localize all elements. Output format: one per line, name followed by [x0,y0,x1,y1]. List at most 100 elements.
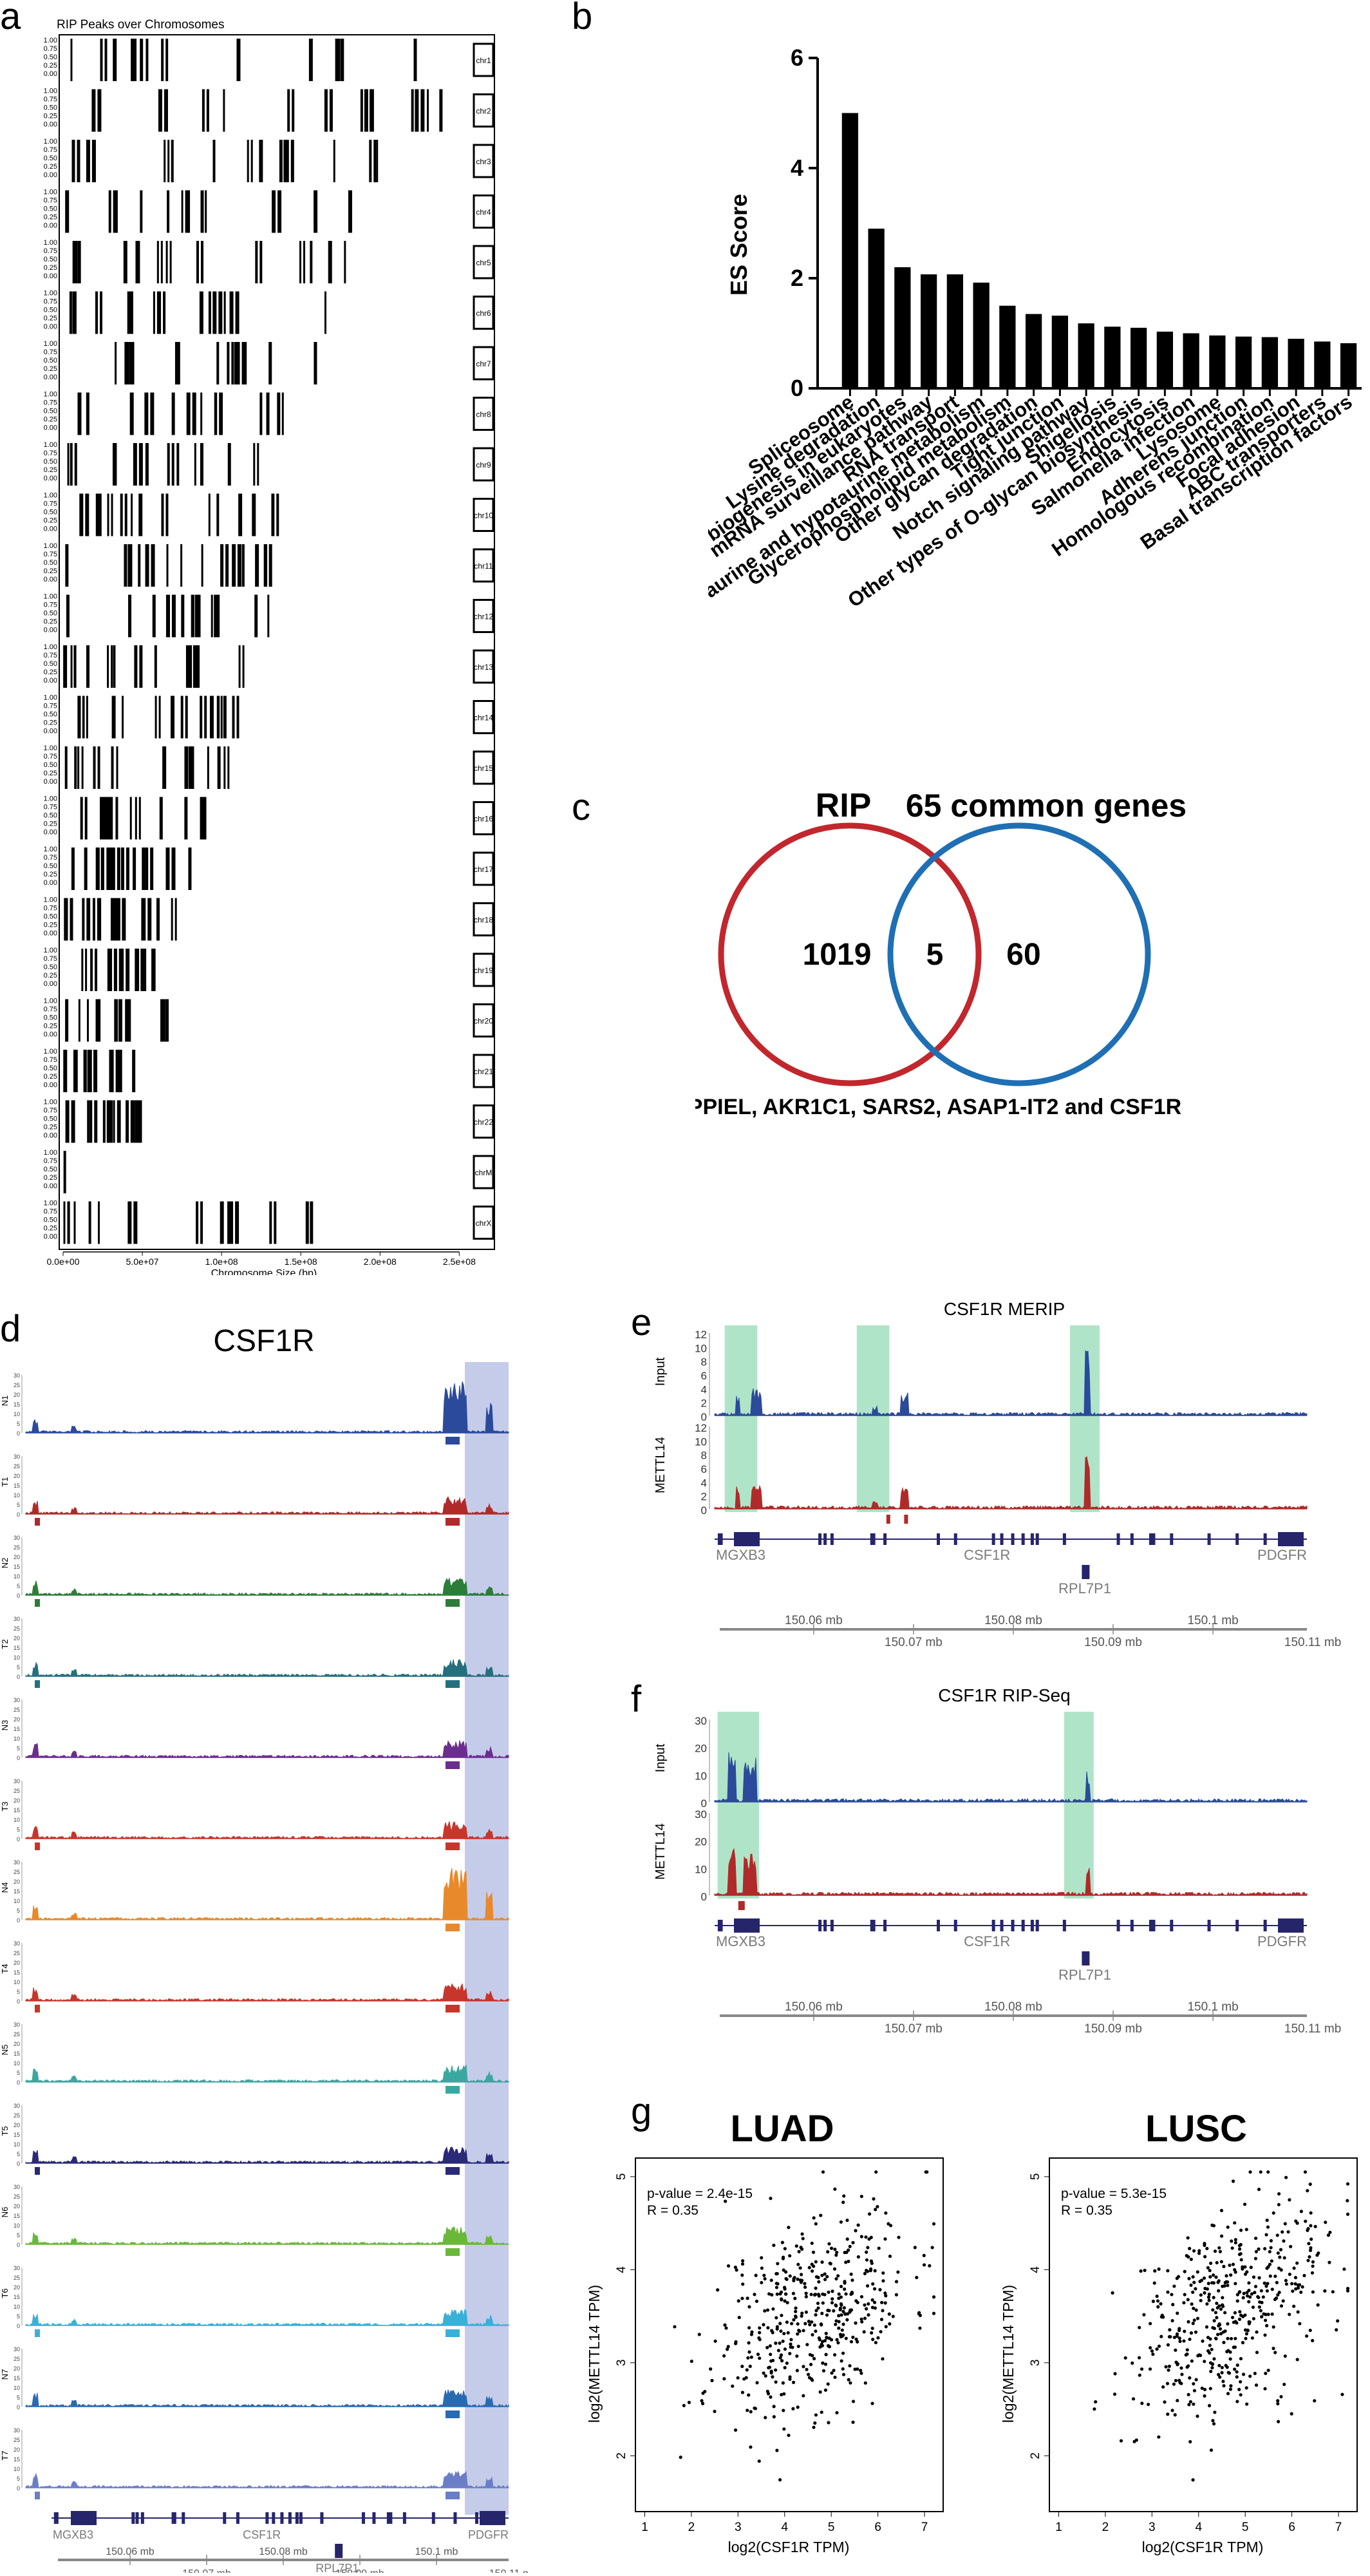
scatter-point [1311,2338,1315,2343]
peak-bar [135,797,137,840]
scatter-point [832,2309,836,2313]
scatter-point [849,2272,853,2276]
scatter-point [806,2372,811,2376]
scatter-point [1188,2439,1192,2444]
peak-bar [132,1050,136,1092]
scatter-point [1336,2319,1340,2323]
track-label: N2 [0,1558,10,1569]
scatter-point [1111,2291,1114,2295]
scatter-point [837,2292,841,2296]
g-xtick: 5 [1242,2521,1249,2534]
chromosome-box [473,43,494,77]
scatter-point [826,2250,830,2254]
exon [1152,1920,1156,1931]
d-ytick: 20 [14,1554,20,1560]
peak-bar [63,1151,66,1193]
scatter-point [797,2328,801,2333]
d-ytick: 25 [14,2437,20,2443]
peak-bar [227,342,230,384]
peak-bar [94,1100,98,1143]
scatter-point [760,2256,764,2260]
a-ytick: 0.00 [44,829,57,837]
a-ytick: 0.50 [44,205,57,213]
scatter-point [763,2309,767,2313]
peak-bar [113,39,117,81]
scatter-point [1205,2246,1209,2251]
scatter-point [796,2344,800,2349]
a-ytick: 1.00 [44,1200,57,1208]
es-bar [841,113,859,388]
scatter-point [1226,2225,1230,2229]
ytick: 0 [701,1411,707,1423]
scatter-point [870,2326,874,2331]
scatter-point [747,2305,751,2309]
a-ytick: 0.75 [44,551,57,558]
g-ytick: 3 [615,2360,628,2367]
scatter-point [827,2309,831,2313]
peak-bar [163,291,166,334]
peak-bar [97,493,101,536]
scatter-point [816,2306,820,2310]
peak-bar [111,493,113,536]
a-ytick: 0.50 [44,155,57,162]
chromosome-box [473,902,494,936]
a-ytick: 0.50 [44,913,57,921]
scatter-point [1254,2249,1258,2253]
scatter-point [863,2303,867,2307]
scatter-point [837,2320,841,2324]
d-ytick: 0 [17,2161,20,2167]
scatter-point [859,2235,863,2239]
scatter-point [832,2369,836,2372]
scale-label: 150.08 mb [984,1614,1042,1627]
peak-call [446,2005,460,2012]
peak-bar [92,898,95,941]
scatter-point [1131,2361,1134,2365]
scatter-point [1186,2236,1190,2240]
scatter-point [842,2194,846,2198]
scatter-point [1308,2248,1313,2252]
ytick: 2 [701,1491,707,1503]
scatter-point [762,2371,765,2375]
d-ytick: 10 [14,1654,20,1661]
lusc-xlabel: log2(CSF1R TPM) [1142,2539,1264,2555]
peak-bar [71,140,75,182]
chromosome-box [473,548,494,583]
scatter-point [1215,2260,1219,2265]
scatter-point [754,2273,758,2277]
peak-bar [196,645,200,688]
scatter-point [1346,2212,1350,2216]
scatter-point [1215,2306,1219,2310]
track-label: N1 [0,1396,10,1406]
scatter-point [825,2313,829,2317]
scatter-point [804,2295,808,2298]
scatter-point [1168,2328,1172,2332]
scatter-point [1256,2295,1260,2298]
scatter-point [1178,2336,1181,2340]
peak-bar [106,848,110,890]
scatter-point [812,2425,816,2429]
peak-bar [340,39,344,81]
scatter-point [844,2292,848,2296]
scatter-point [1175,2332,1179,2336]
peak-bar [254,594,258,638]
peak-bar [72,291,75,334]
exon [991,1920,995,1931]
peak-call [446,2329,460,2337]
scatter-point [726,2264,731,2268]
peak-bar [138,797,141,840]
scatter-point [866,2269,870,2273]
scatter-point [1196,2414,1199,2418]
d-ytick: 25 [14,2112,20,2119]
gene-label: MGXB3 [716,1933,765,1949]
scatter-point [830,2371,834,2375]
d-ytick: 25 [14,1463,20,1470]
scatter-point [812,2323,816,2327]
scatter-point [1215,2333,1220,2336]
scatter-point [800,2311,804,2315]
scatter-point [788,2352,792,2356]
peak-bar [99,898,102,941]
scatter-point [780,2240,784,2244]
scatter-point [1311,2260,1315,2264]
scatter-point [1234,2270,1237,2274]
scatter-point [878,2287,882,2291]
